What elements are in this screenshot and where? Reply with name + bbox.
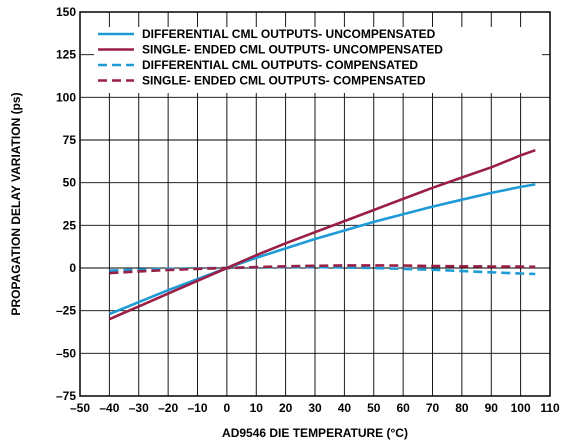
y-tick-label: 25	[63, 218, 77, 232]
series-line-2	[108, 148, 536, 321]
legend-background	[94, 27, 542, 93]
series-line-1	[108, 183, 536, 316]
x-tick-label: 50	[367, 401, 381, 415]
x-tick-labels: –50 –40 –30 –20 –10 0 10 20 30 40 50 60 70 80 90 100 110	[70, 401, 560, 415]
x-tick-label: 30	[308, 401, 322, 415]
legend-label-2: SINGLE- ENDED CML OUTPUTS- UNCOMPENSATED	[142, 43, 443, 57]
x-axis-label: AD9546 DIE TEMPERATURE (°C)	[222, 426, 408, 440]
y-tick-label: –75	[56, 389, 76, 403]
x-tick-label: –40	[99, 401, 119, 415]
y-tick-label: 50	[63, 176, 77, 190]
x-tick-label: –50	[70, 401, 90, 415]
x-tick-label: 20	[279, 401, 293, 415]
y-axis-label: PROPAGATION DELAY VARIATION (ps)	[9, 92, 23, 315]
y-tick-label: 0	[69, 261, 76, 275]
legend-label-3: DIFFERENTIAL CML OUTPUTS- COMPENSATED	[142, 58, 418, 72]
legend: DIFFERENTIAL CML OUTPUTS- UNCOMPENSATED S…	[94, 27, 542, 93]
x-tick-label: 10	[250, 401, 264, 415]
y-tick-label: –25	[56, 304, 76, 318]
y-tick-label: 100	[56, 90, 76, 104]
legend-label-4: SINGLE- ENDED CML OUTPUTS- COMPENSATED	[142, 74, 426, 88]
x-tick-label: 100	[511, 401, 531, 415]
y-tick-label: –50	[56, 346, 76, 360]
x-tick-label: 90	[485, 401, 499, 415]
y-tick-labels: –75 –50 –25 0 25 50 75 100 125 150	[56, 5, 76, 403]
x-tick-label: 80	[455, 401, 469, 415]
y-tick-label: 125	[56, 48, 76, 62]
y-tick-label: 150	[56, 5, 76, 19]
x-tick-label: 70	[426, 401, 440, 415]
x-tick-label: 110	[540, 401, 560, 415]
plot-frame	[79, 11, 551, 397]
series-line-4	[109, 264, 536, 275]
x-tick-label: 60	[396, 401, 410, 415]
x-tick-label: 40	[338, 401, 352, 415]
legend-label-1: DIFFERENTIAL CML OUTPUTS- UNCOMPENSATED	[142, 27, 436, 41]
series-layer	[108, 148, 536, 321]
x-tick-label: –30	[129, 401, 149, 415]
x-tick-label: –10	[187, 401, 207, 415]
y-tick-label: 75	[63, 133, 77, 147]
x-tick-label: –20	[158, 401, 178, 415]
x-tick-label: 0	[224, 401, 231, 415]
